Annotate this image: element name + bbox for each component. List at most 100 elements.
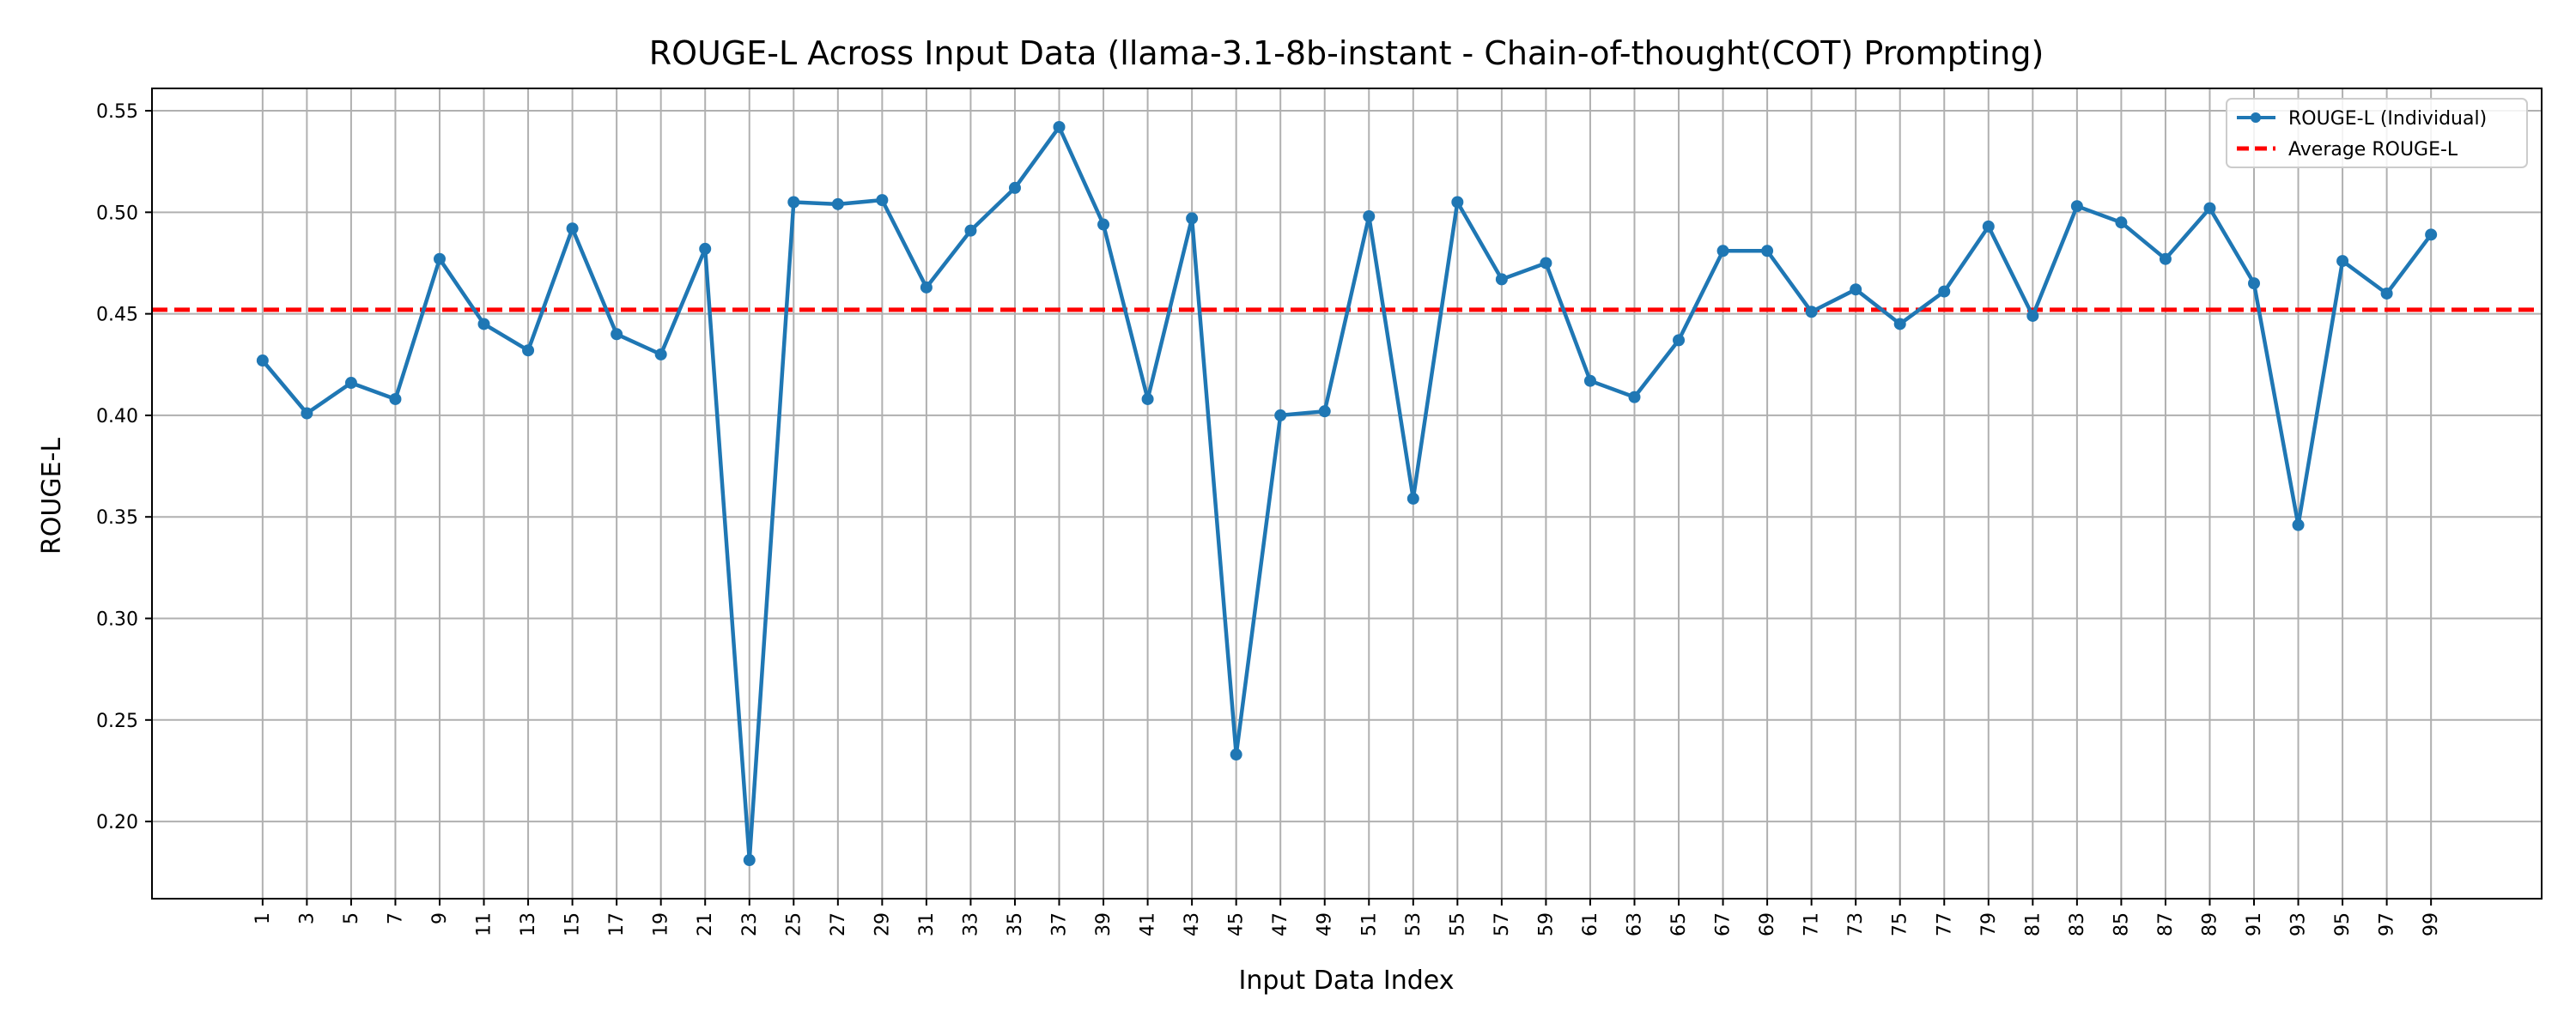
data-point bbox=[477, 318, 490, 330]
x-tick-label: 79 bbox=[1978, 912, 2000, 936]
data-point bbox=[2159, 252, 2172, 265]
data-point bbox=[1893, 318, 1906, 330]
plot-frame bbox=[151, 88, 2543, 900]
grid bbox=[152, 88, 2542, 899]
y-tick-label: 0.35 bbox=[96, 507, 138, 529]
data-point bbox=[2380, 287, 2393, 300]
x-tick-label: 3 bbox=[296, 912, 318, 924]
x-tick-label: 13 bbox=[518, 912, 539, 936]
data-point bbox=[2292, 518, 2305, 531]
x-tick-label: 67 bbox=[1713, 912, 1735, 936]
data-point bbox=[1097, 218, 1110, 231]
x-tick-label: 35 bbox=[1005, 912, 1026, 936]
x-tick-label: 7 bbox=[385, 912, 406, 924]
legend-label-average: Average ROUGE-L bbox=[2288, 139, 2458, 161]
data-point bbox=[2070, 200, 2083, 213]
x-tick-label: 37 bbox=[1049, 912, 1071, 936]
data-point bbox=[831, 197, 844, 210]
data-point bbox=[654, 348, 667, 360]
y-tick-label: 0.30 bbox=[96, 609, 138, 631]
legend-label-individual: ROUGE-L (Individual) bbox=[2288, 108, 2487, 130]
data-point bbox=[1141, 392, 1154, 405]
y-tick-label: 0.25 bbox=[96, 711, 138, 732]
legend-marker-individual bbox=[2251, 112, 2261, 123]
data-point bbox=[1673, 334, 1686, 347]
data-point bbox=[256, 354, 269, 367]
x-tick-label: 57 bbox=[1492, 912, 1513, 936]
data-point bbox=[1230, 748, 1242, 761]
x-tick-label: 41 bbox=[1138, 912, 1159, 936]
x-tick-label: 33 bbox=[960, 912, 981, 936]
x-tick-label: 19 bbox=[651, 912, 672, 936]
x-tick-label: 99 bbox=[2421, 912, 2442, 936]
x-tick-label: 61 bbox=[1580, 912, 1601, 936]
x-tick-label: 9 bbox=[429, 912, 451, 924]
x-tick-label: 63 bbox=[1624, 912, 1645, 936]
x-tick-label: 83 bbox=[2067, 912, 2088, 936]
data-point bbox=[1805, 306, 1818, 318]
x-tick-label: 91 bbox=[2244, 912, 2265, 936]
data-point bbox=[787, 196, 800, 209]
data-point bbox=[1451, 196, 1464, 209]
x-tick-label: 47 bbox=[1270, 912, 1291, 936]
chart-title: ROUGE-L Across Input Data (llama-3.1-8b-… bbox=[649, 34, 2044, 72]
data-point bbox=[1628, 391, 1641, 403]
x-tick-label: 89 bbox=[2199, 912, 2221, 936]
data-point bbox=[1274, 409, 1287, 421]
x-tick-label: 39 bbox=[1093, 912, 1115, 936]
data-point bbox=[2248, 277, 2261, 290]
data-point bbox=[1053, 120, 1066, 133]
legend-box bbox=[2226, 98, 2528, 168]
x-tick-label: 29 bbox=[872, 912, 893, 936]
data-point bbox=[964, 224, 977, 237]
y-axis-label: ROUGE-L bbox=[37, 438, 67, 554]
data-point bbox=[1982, 220, 1995, 233]
x-tick-label: 27 bbox=[828, 912, 849, 936]
x-tick-label: 5 bbox=[341, 912, 362, 924]
x-tick-label: 25 bbox=[783, 912, 805, 936]
data-point bbox=[1583, 374, 1596, 387]
data-point bbox=[2425, 228, 2438, 241]
y-tick-label: 0.40 bbox=[96, 406, 138, 427]
data-point bbox=[1540, 257, 1552, 270]
x-tick-label: 1 bbox=[252, 912, 274, 924]
data-point bbox=[699, 242, 712, 255]
x-ticks: 1 3 5 7 9 11 13 15 17 19 21 23 25 27 29 31 33 35 37 39 41 43 4… bbox=[252, 899, 2442, 936]
x-tick-label: 69 bbox=[1757, 912, 1778, 936]
data-point bbox=[920, 281, 933, 294]
x-tick-label: 81 bbox=[2022, 912, 2044, 936]
data-point bbox=[611, 328, 623, 341]
x-tick-label: 31 bbox=[916, 912, 938, 936]
data-point bbox=[344, 377, 357, 390]
x-tick-label: 77 bbox=[1934, 912, 1955, 936]
x-tick-label: 95 bbox=[2332, 912, 2354, 936]
data-point bbox=[389, 392, 402, 405]
x-tick-label: 11 bbox=[474, 912, 495, 936]
series-line bbox=[261, 124, 2433, 863]
data-point bbox=[2115, 216, 2128, 229]
x-tick-label: 85 bbox=[2111, 912, 2132, 936]
data-point bbox=[301, 407, 313, 420]
data-point bbox=[743, 854, 756, 867]
data-point bbox=[522, 344, 535, 357]
x-tick-label: 45 bbox=[1226, 912, 1248, 936]
y-tick-label: 0.20 bbox=[96, 812, 138, 833]
legend: ROUGE-L (Individual) Average ROUGE-L bbox=[2226, 98, 2528, 168]
data-point bbox=[1406, 492, 1419, 505]
x-axis-label: Input Data Index bbox=[1239, 966, 1455, 996]
x-tick-label: 71 bbox=[1801, 912, 1823, 936]
data-point bbox=[1938, 285, 1951, 298]
y-tick-label: 0.45 bbox=[96, 305, 138, 326]
y-tick-label: 0.55 bbox=[96, 101, 138, 123]
data-point bbox=[433, 252, 446, 265]
x-tick-label: 43 bbox=[1182, 912, 1203, 936]
data-point bbox=[1186, 212, 1199, 225]
x-tick-label: 97 bbox=[2377, 912, 2398, 936]
data-point bbox=[2026, 309, 2039, 322]
x-tick-label: 17 bbox=[606, 912, 628, 936]
x-tick-label: 53 bbox=[1403, 912, 1425, 936]
data-point bbox=[1850, 283, 1862, 296]
x-tick-label: 51 bbox=[1358, 912, 1380, 936]
